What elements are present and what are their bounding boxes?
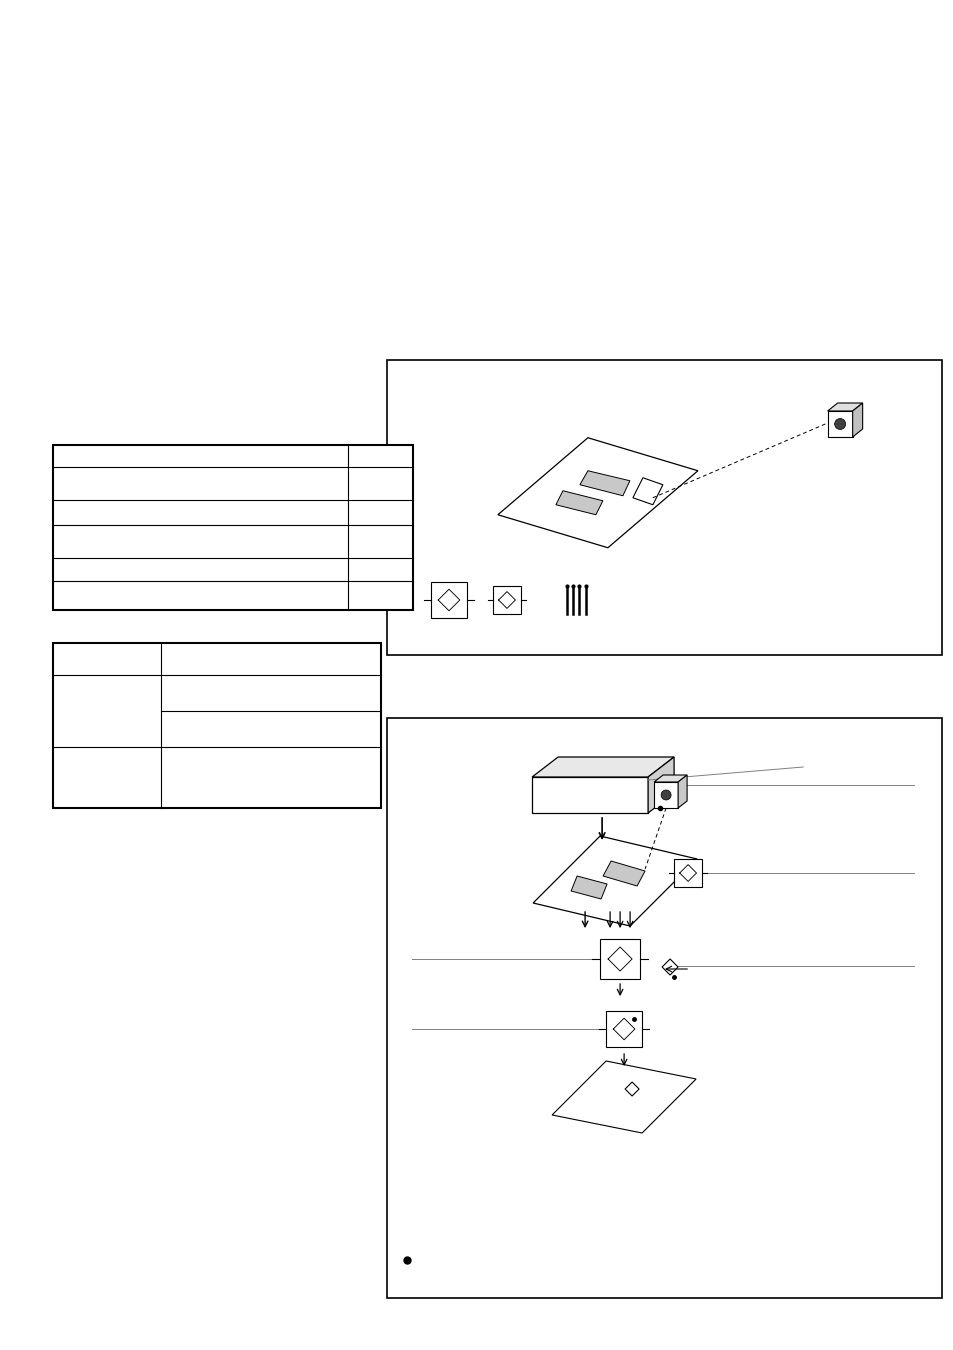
- Polygon shape: [827, 404, 862, 410]
- Polygon shape: [533, 836, 697, 926]
- Polygon shape: [497, 437, 698, 548]
- Polygon shape: [602, 861, 644, 886]
- Circle shape: [834, 418, 844, 429]
- Polygon shape: [532, 757, 674, 778]
- Bar: [387, 360, 941, 655]
- Polygon shape: [647, 757, 674, 813]
- Polygon shape: [532, 778, 647, 813]
- Bar: [599, 940, 639, 979]
- Polygon shape: [661, 958, 678, 975]
- Polygon shape: [827, 410, 852, 437]
- Polygon shape: [678, 775, 686, 809]
- Polygon shape: [556, 491, 602, 514]
- Polygon shape: [579, 471, 629, 495]
- Polygon shape: [624, 1081, 639, 1096]
- Polygon shape: [654, 782, 678, 809]
- Polygon shape: [571, 876, 606, 899]
- Bar: [53, 446, 413, 610]
- Bar: [605, 1011, 641, 1048]
- Polygon shape: [632, 478, 662, 505]
- Polygon shape: [552, 1061, 696, 1133]
- Bar: [674, 859, 701, 887]
- Circle shape: [660, 790, 670, 801]
- Polygon shape: [852, 404, 862, 437]
- Bar: [493, 586, 520, 614]
- Bar: [53, 643, 380, 809]
- Polygon shape: [654, 775, 686, 782]
- Bar: [431, 582, 467, 618]
- Bar: [387, 718, 941, 1297]
